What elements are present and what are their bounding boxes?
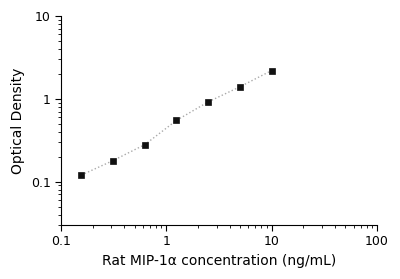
X-axis label: Rat MIP-1α concentration (ng/mL): Rat MIP-1α concentration (ng/mL) bbox=[102, 254, 336, 268]
Y-axis label: Optical Density: Optical Density bbox=[11, 67, 25, 174]
